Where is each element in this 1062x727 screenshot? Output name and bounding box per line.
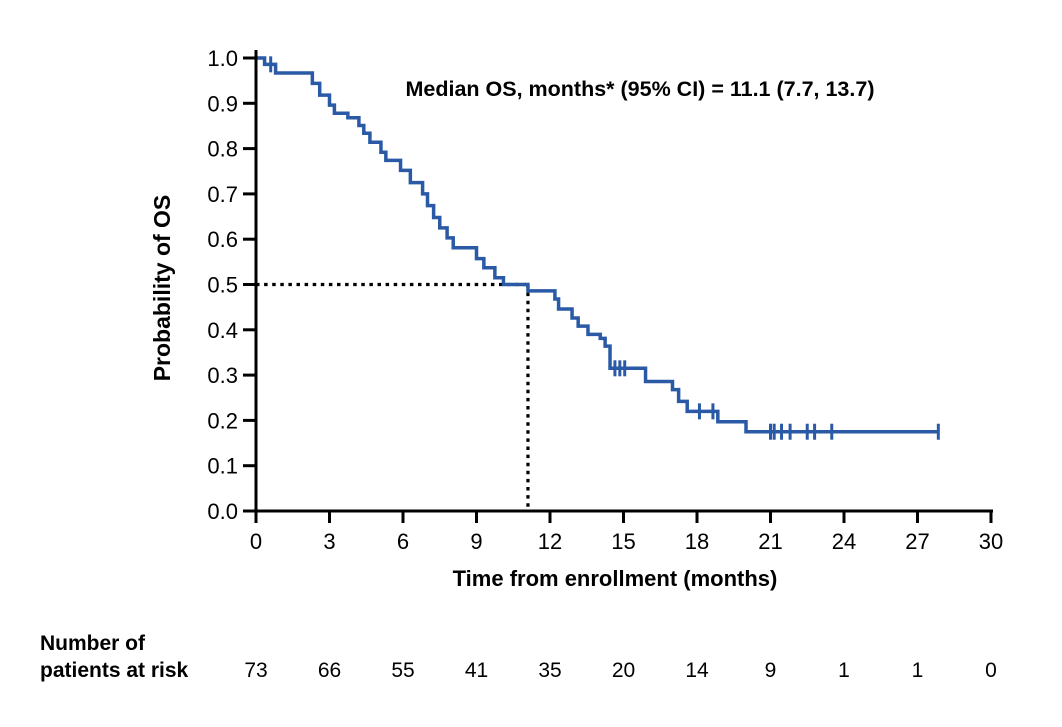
risk-count: 0 xyxy=(985,659,997,682)
risk-table-label-line1: Number of xyxy=(40,632,146,655)
x-tick-label: 0 xyxy=(250,529,262,554)
y-tick-label: 0.3 xyxy=(207,363,238,388)
y-tick-label: 0.1 xyxy=(207,454,238,479)
x-axis-title: Time from enrollment (months) xyxy=(453,566,778,591)
median-reference-lines xyxy=(256,282,530,511)
y-tick-label: 0.0 xyxy=(207,499,238,524)
risk-count: 55 xyxy=(391,659,414,682)
x-tick-label: 12 xyxy=(538,529,562,554)
risk-count: 41 xyxy=(465,659,488,682)
risk-count: 73 xyxy=(244,659,267,682)
y-tick-label: 0.4 xyxy=(207,318,238,343)
y-tick-label: 0.9 xyxy=(207,91,238,116)
risk-table-values: 73 66 55 41 35 20 14 9 1 1 0 xyxy=(244,659,997,682)
risk-count: 66 xyxy=(318,659,341,682)
survival-curve xyxy=(256,56,939,434)
x-tick-label: 30 xyxy=(979,529,1003,554)
axes-layer: 0.0 0.1 0.2 0.3 0.4 0.5 0.6 0.7 0.8 0.9 1.0 0 3 6 9 12 1… xyxy=(207,46,1003,554)
median-os-annotation: Median OS, months* (95% CI) = 11.1 (7.7,… xyxy=(406,77,875,101)
risk-count: 1 xyxy=(912,659,924,682)
y-tick-label: 0.8 xyxy=(207,137,238,162)
risk-count: 9 xyxy=(765,659,777,682)
x-tick-label: 18 xyxy=(685,529,709,554)
risk-table-label-line2: patients at risk xyxy=(40,659,189,682)
x-tick-label: 27 xyxy=(905,529,929,554)
y-tick-label: 1.0 xyxy=(207,46,238,71)
x-tick-label: 15 xyxy=(611,529,635,554)
y-tick-label: 0.7 xyxy=(207,182,238,207)
risk-count: 20 xyxy=(612,659,635,682)
risk-count: 1 xyxy=(838,659,850,682)
x-tick-label: 9 xyxy=(470,529,482,554)
survival-curve-layer xyxy=(256,56,940,440)
x-tick-label: 3 xyxy=(323,529,335,554)
x-tick-label: 6 xyxy=(397,529,409,554)
risk-count: 35 xyxy=(538,659,561,682)
x-tick-label: 21 xyxy=(758,529,782,554)
y-tick-label: 0.5 xyxy=(207,273,238,298)
y-axis-title: Probability of OS xyxy=(149,195,175,382)
y-tick-label: 0.2 xyxy=(207,408,238,433)
y-tick-label: 0.6 xyxy=(207,227,238,252)
risk-count: 14 xyxy=(685,659,709,682)
x-tick-label: 24 xyxy=(832,529,856,554)
